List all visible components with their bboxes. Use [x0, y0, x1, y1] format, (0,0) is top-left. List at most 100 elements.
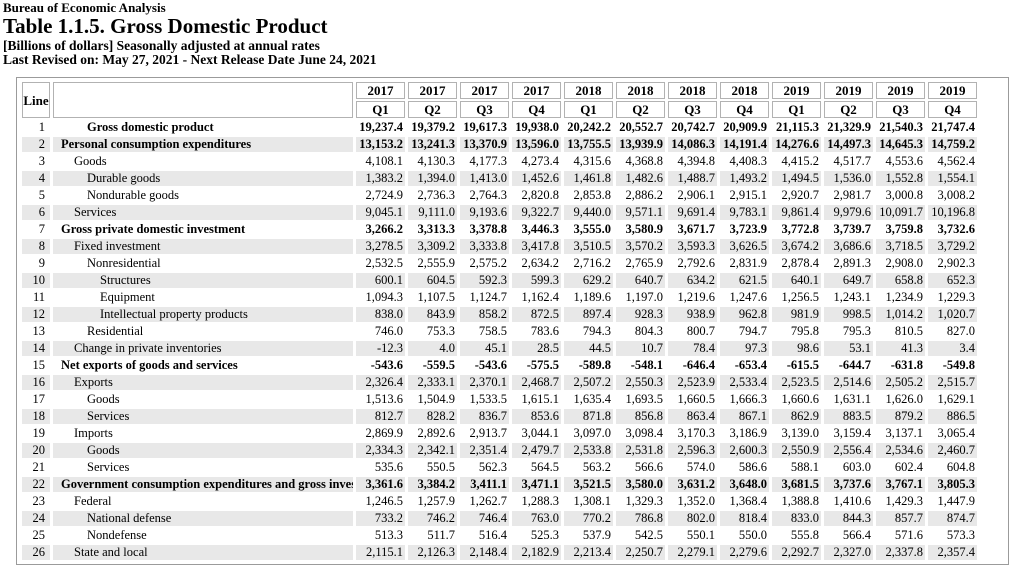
value-cell: 649.7	[824, 273, 873, 288]
value-cell: 1,368.4	[729, 494, 768, 508]
row-label-cell: Nondurable goods	[87, 188, 179, 202]
line-number-cell: 14	[22, 341, 50, 356]
year-header-cell: 2018	[616, 82, 665, 99]
quarter-header-cell: Q2	[824, 101, 873, 118]
value-cell: 2,532.5	[365, 256, 404, 270]
row-spacer-cell	[980, 256, 1003, 271]
value-cell: 2,920.7	[781, 188, 820, 202]
value-cell: 14,645.3	[876, 137, 925, 152]
row-spacer-cell	[980, 511, 1003, 526]
value-cell: 800.7	[686, 324, 715, 338]
title-block: Bureau of Economic Analysis Table 1.1.5.…	[0, 0, 1024, 67]
value-cell: 3,759.8	[885, 222, 924, 236]
value-cell: 2,468.7	[512, 375, 561, 390]
row-spacer-cell	[980, 290, 1003, 305]
value-cell: 2,333.1	[408, 375, 457, 390]
row-label-cell: Fixed investment	[53, 239, 353, 254]
value-cell: 3,411.1	[460, 477, 509, 492]
value-cell: 2,878.4	[781, 256, 820, 270]
value-cell: 3,333.8	[460, 239, 509, 254]
value-cell: 1,014.2	[876, 307, 925, 322]
value-cell: 2,596.3	[668, 443, 717, 458]
value-cell: -548.1	[630, 358, 663, 372]
value-cell: 795.8	[790, 324, 819, 338]
table-row: 6 Services 9,045.1 9,111.0 9,193.6 9,322.7 9,4…	[22, 205, 1003, 220]
value-cell: 1,257.9	[417, 494, 456, 508]
value-cell: 4,177.3	[469, 154, 508, 168]
value-cell: 4,368.8	[625, 154, 664, 168]
value-cell: 604.5	[408, 273, 457, 288]
line-number-cell: 2	[22, 137, 50, 152]
value-cell: 1,162.4	[521, 290, 560, 304]
row-label-cell: Government consumption expenditures and …	[53, 477, 353, 492]
value-cell: 3,686.6	[824, 239, 873, 254]
line-number-cell: 6	[22, 205, 50, 220]
value-cell: 1,615.1	[521, 392, 560, 406]
value-cell: 14,086.3	[668, 137, 717, 152]
value-cell: 4,130.3	[417, 154, 456, 168]
value-cell: 2,357.4	[928, 545, 977, 560]
table-row: 1 Gross domestic product 19,237.4 19,379.2 1…	[22, 120, 1003, 135]
row-label-cell: National defense	[53, 511, 353, 526]
value-cell: 4,517.7	[833, 154, 872, 168]
value-cell: 13,370.9	[460, 137, 509, 152]
value-cell: 838.0	[356, 307, 405, 322]
value-cell: 998.5	[824, 307, 873, 322]
value-cell: 938.9	[668, 307, 717, 322]
line-number-cell: 10	[22, 273, 50, 288]
row-spacer-cell	[980, 358, 1003, 373]
value-cell: 564.5	[530, 460, 559, 474]
table-row: 13 Residential 746.0 753.3 758.5 783.6 794.3 80…	[22, 324, 1003, 339]
value-cell: 858.2	[460, 307, 509, 322]
value-cell: 13,939.9	[616, 137, 665, 152]
row-label-cell: Residential	[87, 324, 144, 338]
value-cell: 2,115.1	[356, 545, 405, 560]
value-cell: 1,197.0	[625, 290, 664, 304]
value-cell: 640.1	[772, 273, 821, 288]
value-cell: 883.5	[824, 409, 873, 424]
row-label-cell: Exports	[53, 375, 353, 390]
row-label-cell: Durable goods	[53, 171, 353, 186]
value-cell: 3,384.2	[408, 477, 457, 492]
value-cell: 2,279.1	[668, 545, 717, 560]
row-label-cell: Change in private inventories	[53, 341, 353, 356]
value-cell: 2,853.8	[573, 188, 612, 202]
value-cell: -644.7	[838, 358, 871, 372]
value-cell: 19,938.0	[515, 120, 559, 134]
value-cell: 1,631.1	[833, 392, 872, 406]
year-header-cell: 2017	[512, 82, 561, 99]
value-cell: 1,234.9	[885, 290, 924, 304]
row-label-cell: Gross domestic product	[87, 120, 214, 134]
value-cell: 1,094.3	[365, 290, 404, 304]
value-cell: 1,329.3	[625, 494, 664, 508]
value-cell: 871.8	[564, 409, 613, 424]
value-cell: 13,153.2	[356, 137, 405, 152]
year-header-cell: 2018	[720, 82, 769, 99]
table-row: 5 Nondurable goods 2,724.9 2,736.3 2,764.3 2,…	[22, 188, 1003, 203]
quarter-header-cell: Q1	[772, 101, 821, 118]
row-spacer-cell	[980, 154, 1003, 169]
row-spacer-cell	[980, 324, 1003, 339]
value-cell: 44.5	[564, 341, 613, 356]
value-cell: 542.5	[634, 528, 663, 542]
value-cell: -631.8	[890, 358, 923, 372]
value-cell: 3,065.4	[937, 426, 976, 440]
value-cell: 9,111.0	[408, 205, 457, 220]
header-spacer	[980, 82, 1003, 118]
value-cell: 1,493.2	[720, 171, 769, 186]
value-cell: 843.9	[408, 307, 457, 322]
value-cell: 3,570.2	[616, 239, 665, 254]
value-cell: 3,000.8	[885, 188, 924, 202]
gdp-data-table: Line 2017 2017 2017 2017 2018 2018 2018 2018 2019…	[19, 80, 1006, 562]
value-cell: 3,139.0	[781, 426, 820, 440]
row-label-cell: Nonresidential	[87, 256, 161, 270]
value-cell: 3,309.2	[408, 239, 457, 254]
value-cell: 13,755.5	[564, 137, 613, 152]
value-cell: 13,241.3	[408, 137, 457, 152]
row-spacer-cell	[980, 375, 1003, 390]
value-cell: 2,334.3	[356, 443, 405, 458]
value-cell: 2,820.8	[521, 188, 560, 202]
value-cell: -653.4	[734, 358, 767, 372]
value-cell: 844.3	[824, 511, 873, 526]
value-cell: 3,170.3	[677, 426, 716, 440]
